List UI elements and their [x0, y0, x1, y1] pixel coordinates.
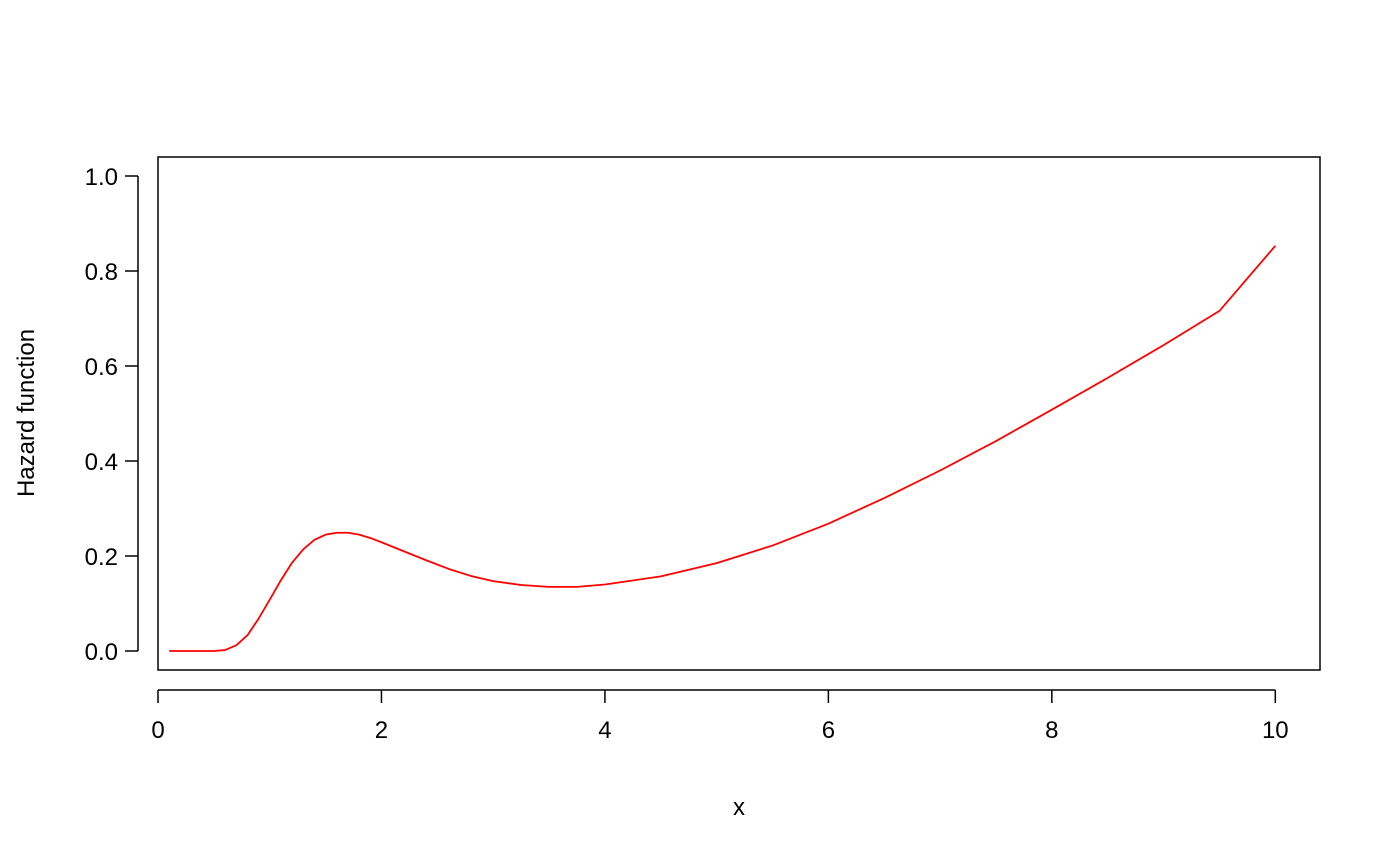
x-tick-label: 10 [1262, 717, 1289, 744]
x-tick-label: 8 [1045, 717, 1058, 744]
x-axis: 0 2 4 6 8 10 [151, 689, 1289, 744]
x-tick-label: 2 [375, 717, 388, 744]
y-tick-label: 0.4 [85, 449, 118, 476]
x-axis-label: x [733, 794, 745, 821]
y-tick-label: 0.8 [85, 259, 118, 286]
y-tick-label: 0.0 [85, 639, 118, 666]
y-tick-label: 0.2 [85, 544, 118, 571]
x-tick-label: 4 [598, 717, 611, 744]
x-tick-label: 0 [151, 717, 164, 744]
x-tick-label: 6 [822, 717, 835, 744]
plot-frame [157, 156, 1321, 671]
series-layer [169, 245, 1276, 652]
y-tick-label: 0.6 [85, 354, 118, 381]
y-axis: 0.0 0.2 0.4 0.6 0.8 1.0 [85, 164, 139, 666]
hazard-series-line [169, 245, 1276, 652]
y-tick-label: 1.0 [85, 164, 118, 191]
y-axis-label: Hazard function [13, 329, 40, 497]
